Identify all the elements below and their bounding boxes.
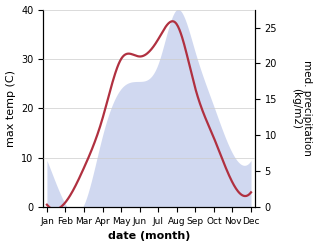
Y-axis label: max temp (C): max temp (C) (5, 70, 16, 147)
X-axis label: date (month): date (month) (108, 231, 190, 242)
Y-axis label: med. precipitation
(kg/m2): med. precipitation (kg/m2) (291, 61, 313, 156)
